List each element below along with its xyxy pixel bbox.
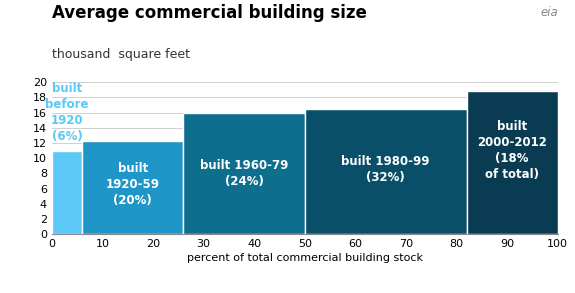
- Bar: [183, 113, 305, 234]
- Text: Average commercial building size: Average commercial building size: [52, 4, 367, 22]
- Text: built
before
1920
(6%): built before 1920 (6%): [45, 82, 89, 143]
- X-axis label: percent of total commercial building stock: percent of total commercial building sto…: [187, 253, 423, 263]
- Bar: [52, 151, 82, 234]
- Bar: [305, 109, 467, 234]
- Text: built
1920-59
(20%): built 1920-59 (20%): [106, 162, 160, 207]
- Text: built 1980-99
(32%): built 1980-99 (32%): [342, 155, 430, 184]
- Text: built 1960-79
(24%): built 1960-79 (24%): [200, 159, 288, 188]
- Text: eia: eia: [540, 6, 558, 19]
- Bar: [82, 142, 183, 234]
- Text: thousand  square feet: thousand square feet: [52, 48, 190, 61]
- Text: built
2000-2012
(18%
of total): built 2000-2012 (18% of total): [477, 120, 547, 181]
- Bar: [467, 91, 558, 234]
